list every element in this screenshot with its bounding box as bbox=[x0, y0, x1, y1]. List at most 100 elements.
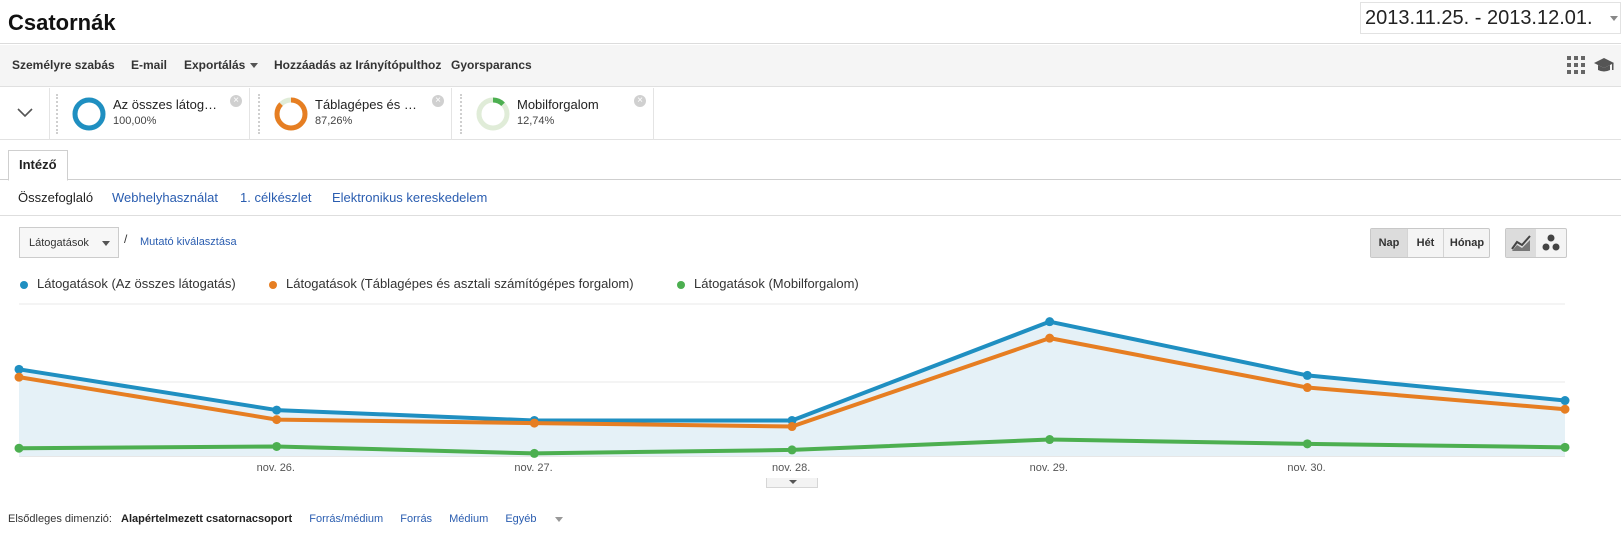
data-point-1-0[interactable] bbox=[14, 372, 24, 382]
chart-type-toggle-group bbox=[1505, 228, 1567, 258]
date-range-picker[interactable]: 2013.11.25. - 2013.12.01. bbox=[1360, 2, 1621, 34]
legend-label: Látogatások (Az összes látogatás) bbox=[37, 276, 236, 291]
subtab-site-usage[interactable]: Webhelyhasználat bbox=[112, 190, 218, 205]
chevron-down-icon bbox=[17, 108, 33, 118]
close-icon[interactable]: × bbox=[432, 95, 444, 107]
chart-legend: Látogatások (Az összes látogatás) Látoga… bbox=[0, 276, 1000, 294]
data-point-0-0[interactable] bbox=[14, 364, 24, 374]
chevron-down-icon bbox=[102, 241, 110, 246]
legend-label: Látogatások (Táblagépes és asztali számí… bbox=[286, 276, 634, 291]
page-title: Csatornák bbox=[8, 10, 116, 35]
data-point-1-1[interactable] bbox=[272, 415, 282, 425]
close-icon[interactable]: × bbox=[634, 95, 646, 107]
explorer-subtabs: Összefoglaló Webhelyhasználat 1. célkész… bbox=[0, 181, 1621, 216]
segments-toggle-button[interactable] bbox=[0, 88, 50, 140]
segment-name: Táblagépes és … bbox=[315, 97, 417, 112]
data-point-0-5[interactable] bbox=[1302, 370, 1312, 380]
data-point-2-2[interactable] bbox=[529, 448, 539, 458]
motion-chart-button[interactable] bbox=[1536, 229, 1566, 257]
x-tick-label: nov. 26. bbox=[256, 462, 295, 474]
export-label: Exportálás bbox=[184, 58, 246, 72]
subtab-ecommerce[interactable]: Elektronikus kereskedelem bbox=[332, 190, 488, 205]
line-chart-icon bbox=[1511, 235, 1531, 251]
dimension-other-dropdown[interactable]: Egyéb bbox=[505, 513, 576, 525]
primary-dimension-label: Elsődleges dimenzió: bbox=[8, 513, 112, 525]
drag-handle[interactable] bbox=[460, 94, 462, 134]
segments-bar: Az összes látog… 100,00% × Táblagépes és … 8… bbox=[0, 88, 1621, 140]
x-tick-label: nov. 29. bbox=[1029, 462, 1068, 474]
data-point-0-6[interactable] bbox=[1560, 396, 1570, 406]
segment-card[interactable]: Mobilforgalom 12,74% × bbox=[454, 88, 654, 140]
dimension-source[interactable]: Forrás bbox=[400, 513, 433, 525]
data-point-2-5[interactable] bbox=[1302, 439, 1312, 449]
primary-dimension-selector: Elsődleges dimenzió: Alapértelmezett csa… bbox=[8, 513, 591, 529]
segment-card[interactable]: Táblagépes és … 87,26% × bbox=[252, 88, 452, 140]
period-day-button[interactable]: Nap bbox=[1371, 229, 1407, 257]
legend-item-mobile-visits[interactable]: Látogatások (Mobilforgalom) bbox=[677, 276, 859, 291]
chart-collapse-handle[interactable] bbox=[766, 478, 818, 488]
data-point-1-4[interactable] bbox=[1045, 333, 1055, 343]
segment-donut-icon bbox=[72, 97, 106, 131]
chevron-down-icon bbox=[1610, 16, 1618, 21]
add-to-dashboard-button[interactable]: Hozzáadás az Irányítópulthoz bbox=[274, 58, 442, 72]
line-chart-button[interactable] bbox=[1506, 229, 1536, 257]
data-point-0-4[interactable] bbox=[1045, 317, 1055, 327]
dimension-medium[interactable]: Médium bbox=[449, 513, 489, 525]
data-point-1-6[interactable] bbox=[1560, 404, 1570, 414]
export-button[interactable]: Exportálás bbox=[184, 58, 259, 72]
segment-donut-icon bbox=[274, 97, 308, 131]
subtab-goal-set-1[interactable]: 1. célkészlet bbox=[240, 190, 312, 205]
report-tabs: Intéző bbox=[0, 150, 1621, 181]
segment-card[interactable]: Az összes látog… 100,00% × bbox=[50, 88, 250, 140]
graduation-cap-icon[interactable] bbox=[1593, 55, 1615, 75]
grid-icon[interactable] bbox=[1566, 55, 1586, 75]
page-header: Csatornák 2013.11.25. - 2013.12.01. bbox=[0, 0, 1621, 44]
shortcut-button[interactable]: Gyorsparancs bbox=[451, 58, 532, 72]
legend-item-all-visits[interactable]: Látogatások (Az összes látogatás) bbox=[20, 276, 236, 291]
data-point-1-5[interactable] bbox=[1302, 383, 1312, 393]
dimension-default-channel-group: Alapértelmezett csatornacsoport bbox=[121, 513, 293, 525]
data-point-2-3[interactable] bbox=[787, 445, 797, 455]
legend-item-desktop-visits[interactable]: Látogatások (Táblagépes és asztali számí… bbox=[269, 276, 634, 291]
data-point-2-4[interactable] bbox=[1045, 435, 1055, 445]
segment-name: Mobilforgalom bbox=[517, 97, 599, 112]
period-month-button[interactable]: Hónap bbox=[1443, 229, 1490, 257]
period-toggle-group: Nap Hét Hónap bbox=[1370, 228, 1490, 258]
subtab-summary[interactable]: Összefoglaló bbox=[18, 190, 94, 205]
metric-separator: / bbox=[124, 232, 128, 246]
legend-dot bbox=[269, 281, 277, 289]
drag-handle[interactable] bbox=[258, 94, 260, 134]
dimension-source-medium[interactable]: Forrás/médium bbox=[309, 513, 384, 525]
segment-percent: 100,00% bbox=[113, 115, 157, 127]
visits-line-chart: nov. 26. nov. 27. nov. 28. nov. 29. nov. 30. bbox=[0, 300, 1621, 490]
metric-dropdown-value: Látogatások bbox=[29, 237, 89, 249]
data-point-1-3[interactable] bbox=[787, 422, 797, 432]
x-tick-label: nov. 30. bbox=[1287, 462, 1326, 474]
customize-button[interactable]: Személyre szabás bbox=[12, 58, 115, 72]
drag-handle[interactable] bbox=[56, 94, 58, 134]
data-point-2-0[interactable] bbox=[14, 443, 24, 453]
segment-percent: 87,26% bbox=[315, 115, 353, 127]
legend-dot bbox=[20, 281, 28, 289]
data-point-0-1[interactable] bbox=[272, 405, 282, 415]
tab-explorer[interactable]: Intéző bbox=[8, 150, 68, 181]
close-icon[interactable]: × bbox=[230, 95, 242, 107]
choose-metric-link[interactable]: Mutató kiválasztása bbox=[140, 236, 237, 248]
data-point-1-2[interactable] bbox=[529, 418, 539, 428]
date-range-text: 2013.11.25. - 2013.12.01. bbox=[1365, 7, 1593, 29]
dimension-other-label: Egyéb bbox=[505, 513, 537, 525]
bubble-chart-icon bbox=[1542, 234, 1560, 251]
email-button[interactable]: E-mail bbox=[131, 58, 168, 72]
report-toolbar: Személyre szabás E-mail Exportálás Hozzá… bbox=[0, 45, 1621, 87]
data-point-2-6[interactable] bbox=[1560, 442, 1570, 452]
x-tick-label: nov. 28. bbox=[772, 462, 811, 474]
metric-dropdown[interactable]: Látogatások bbox=[19, 227, 119, 258]
chart-plot-area bbox=[14, 303, 1570, 458]
legend-dot bbox=[677, 281, 685, 289]
data-point-2-1[interactable] bbox=[272, 441, 282, 451]
segment-name: Az összes látog… bbox=[113, 97, 218, 112]
period-week-button[interactable]: Hét bbox=[1407, 229, 1443, 257]
segment-donut-icon bbox=[476, 97, 510, 131]
x-tick-label: nov. 27. bbox=[514, 462, 553, 474]
chevron-down-icon bbox=[554, 516, 563, 522]
